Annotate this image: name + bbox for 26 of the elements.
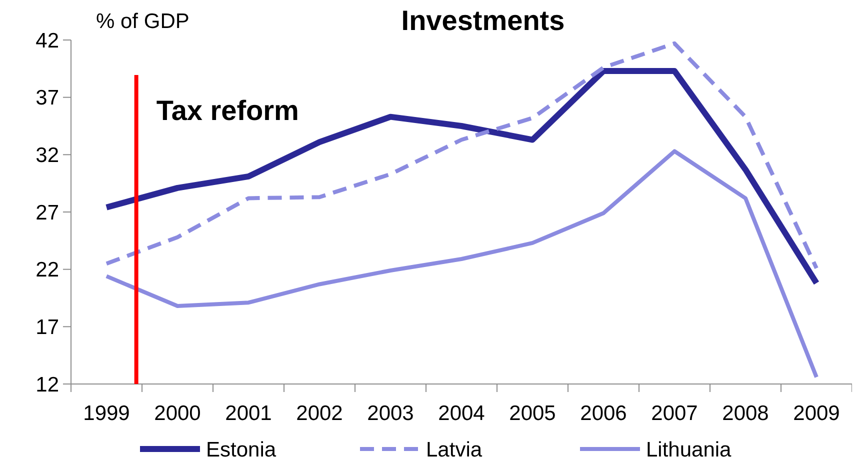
y-tick-label: 12: [36, 373, 59, 396]
x-tick-label: 2002: [296, 402, 343, 425]
y-tick-label: 17: [36, 316, 59, 340]
line-series: [104, 149, 818, 380]
y-tick-label: 42: [36, 29, 59, 52]
x-tick-label: 2000: [154, 402, 201, 425]
x-tick-label: 2005: [509, 402, 556, 425]
x-tick-label: 2008: [722, 402, 769, 425]
y-tick-label: 37: [36, 86, 59, 110]
legend-label: Lithuania: [646, 438, 732, 462]
x-tick-label: 2003: [367, 402, 414, 425]
x-tick-label: 1999: [83, 402, 130, 425]
x-tick-label: 2009: [793, 402, 840, 425]
y-tick-label: 22: [36, 258, 59, 282]
x-tick-label: 2006: [580, 402, 627, 425]
chart-title: Investments: [401, 5, 565, 36]
x-tick-label: 2007: [651, 402, 698, 425]
y-tick-label: 27: [36, 201, 59, 224]
x-tick-label: 2001: [225, 402, 272, 425]
y-tick-label: 32: [36, 144, 59, 168]
legend-label: Latvia: [426, 438, 482, 462]
ref-line-label: Tax reform: [156, 95, 299, 126]
line-series: [104, 41, 818, 270]
x-tick-label: 2004: [438, 402, 486, 425]
y-axis-title: % of GDP: [96, 10, 190, 33]
legend-label: Estonia: [206, 438, 276, 462]
